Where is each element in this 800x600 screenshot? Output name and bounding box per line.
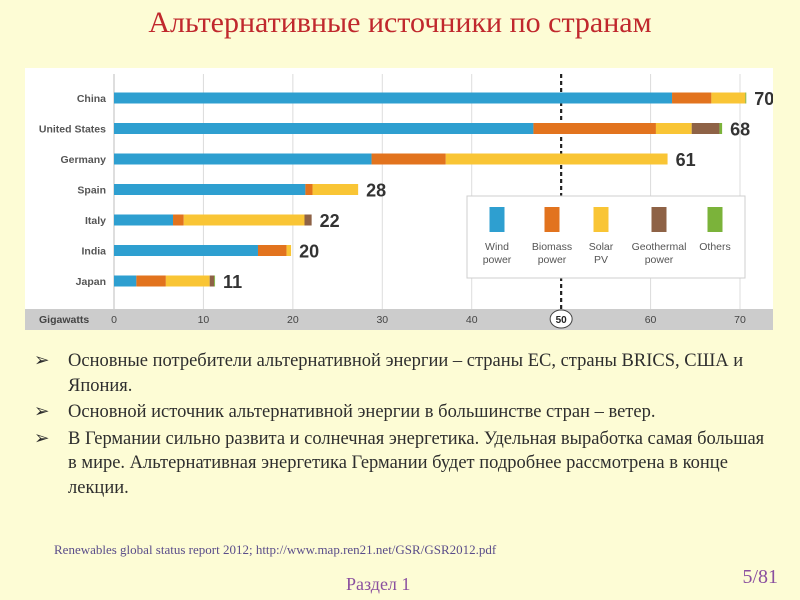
bullet-text: Основной источник альтернативной энергии… [68,402,656,422]
bar-segment [114,275,137,287]
bar-segment [114,92,673,104]
bar-segment [209,275,215,287]
legend-swatch [651,207,667,232]
bar-segment [533,123,656,134]
total-label: 68 [730,120,750,140]
footer-section-label: Раздел 1 [346,574,411,594]
bar-segment [371,153,446,165]
bar-segment [286,245,292,256]
legend-swatch [593,207,609,232]
bullet-text: Основные потребители альтернативной энер… [68,351,744,396]
bar-segment [114,123,534,134]
category-label: Japan [76,276,106,288]
tick-label: 20 [287,314,299,326]
tick-label: 30 [376,314,388,326]
bar-segment [691,123,720,134]
source-citation: Renewables global status report 2012; ht… [54,542,497,557]
x-axis-band [25,309,773,330]
page-number: 5/81 [742,566,778,588]
legend-swatch [707,207,723,232]
chart: China 70 United States 68 Germany 61 Spain 28 It… [25,68,774,330]
legend-swatch [489,207,505,232]
category-label: Germany [60,154,106,166]
bar-segment [304,214,312,226]
arrow-bullet-icon: ➢ [34,428,50,449]
x-axis-title: Gigawatts [39,314,89,326]
bar-segment [305,184,313,195]
total-label: 28 [366,181,386,201]
tick-label: 40 [466,314,478,326]
arrow-bullet-icon: ➢ [34,351,50,371]
bar-segment [114,245,258,256]
bar-segment [655,123,692,134]
legend-label: Geothermal [632,241,687,253]
bar-segment [136,275,166,287]
bullet-list: ➢ Основные потребители альтернативной эн… [34,349,774,502]
total-label: 70 [754,89,773,109]
tick-label: 10 [198,314,210,326]
bar-segment [165,275,210,287]
bar-segment [114,153,372,165]
tick-label: 0 [111,314,117,326]
bar-segment [114,184,306,195]
bar-segment [445,153,668,165]
category-label: Italy [85,215,106,227]
tick-label: 50 [556,315,568,326]
legend-label: Wind [485,241,509,253]
stacked-bar-chart: China 70 United States 68 Germany 61 Spain 28 It… [25,68,774,330]
category-label: China [77,93,106,105]
bullet-text: В Германии сильно развита и солнечная эн… [68,428,765,498]
bar-segment [257,245,287,256]
arrow-bullet-icon: ➢ [34,402,50,422]
legend-label: Others [699,241,731,253]
bar-segment [214,275,216,287]
bar-segment [312,184,359,195]
total-label: 22 [320,211,340,231]
total-label: 11 [223,272,242,292]
legend-swatch [544,207,560,232]
total-label: 20 [299,242,319,262]
bullet-item: ➢ В Германии сильно развита и солнечная … [34,427,774,501]
bar-segment [719,123,723,134]
bar-segment [183,214,305,226]
bullet-item: ➢ Основные потребители альтернативной эн… [34,349,774,398]
bar-segment [173,214,184,226]
legend-label: Solar [589,241,614,253]
bar-segment [114,214,174,226]
bullet-item: ➢ Основной источник альтернативной энерг… [34,400,774,425]
slide-title: Альтернативные источники по странам [148,6,652,39]
legend-label: PV [594,254,608,266]
category-label: India [81,246,106,258]
legend-label: power [538,254,567,266]
tick-label: 60 [645,314,657,326]
bar-segment [672,92,712,104]
category-label: United States [39,124,106,136]
reference-tick-badge [549,309,573,329]
total-label: 61 [676,150,696,170]
bar-segment [745,92,747,104]
legend-label: power [645,254,674,266]
category-label: Spain [77,185,106,197]
legend-label: power [483,254,512,266]
bar-segment [711,92,746,104]
legend-label: Biomass [532,241,572,253]
tick-label: 70 [734,314,746,326]
